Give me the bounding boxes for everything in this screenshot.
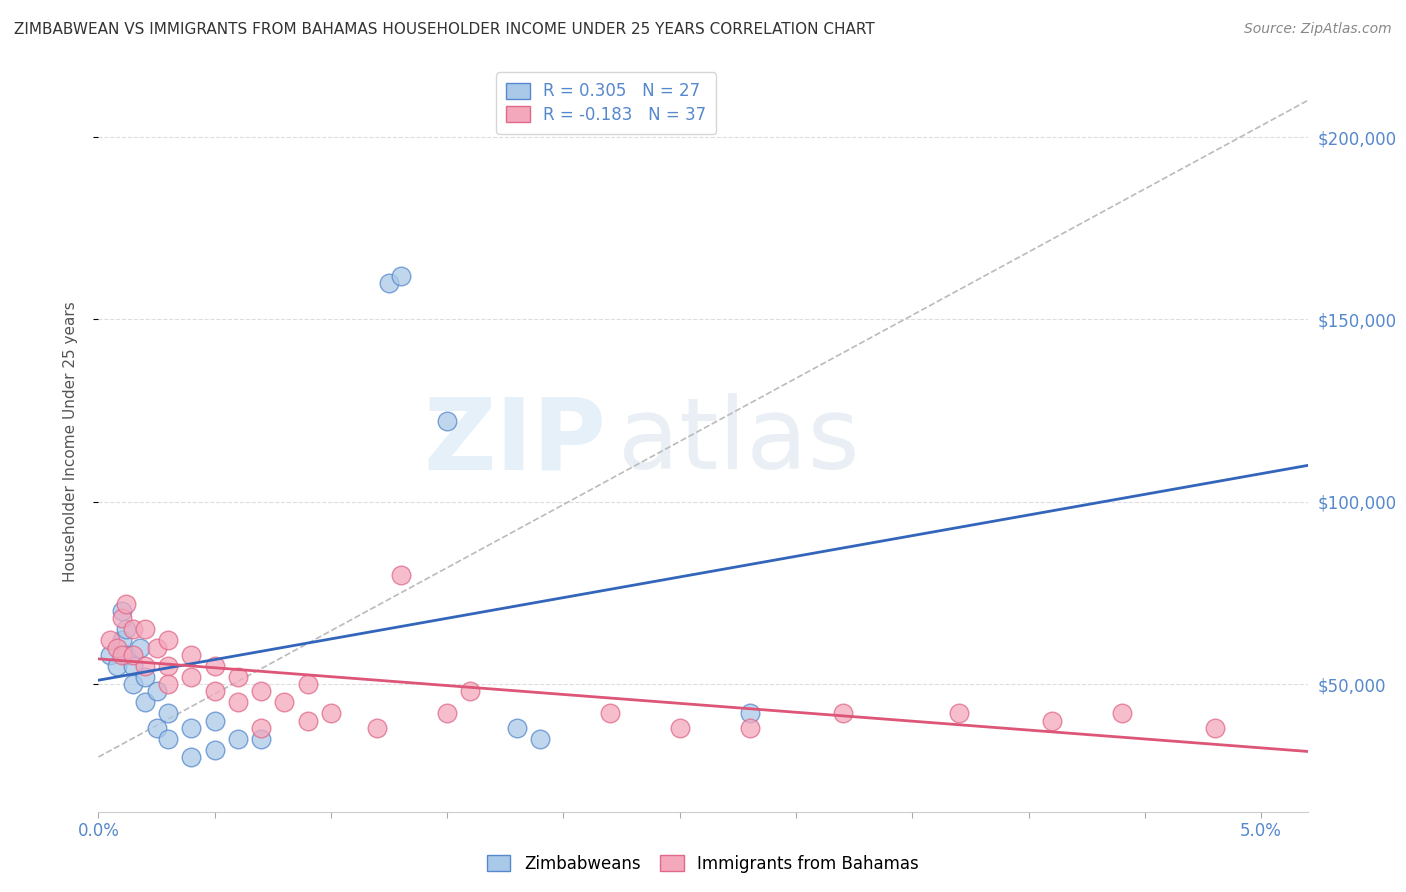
Point: [157, 706, 180, 721]
Point: [460, 684, 482, 698]
Point: [1040, 714, 1063, 728]
Legend: R = 0.305   N = 27, R = -0.183   N = 37: R = 0.305 N = 27, R = -0.183 N = 37: [496, 72, 716, 134]
Point: [273, 695, 295, 709]
Point: [1111, 706, 1133, 721]
Point: [98, 648, 121, 662]
Point: [204, 658, 226, 673]
Point: [204, 742, 226, 756]
Point: [105, 658, 128, 673]
Point: [831, 706, 853, 721]
Point: [506, 721, 529, 735]
Text: ZIMBABWEAN VS IMMIGRANTS FROM BAHAMAS HOUSEHOLDER INCOME UNDER 25 YEARS CORRELAT: ZIMBABWEAN VS IMMIGRANTS FROM BAHAMAS HO…: [14, 22, 875, 37]
Text: atlas: atlas: [619, 393, 860, 490]
Point: [157, 658, 180, 673]
Point: [250, 684, 273, 698]
Point: [204, 714, 226, 728]
Point: [122, 677, 145, 691]
Y-axis label: Householder Income Under 25 years: Householder Income Under 25 years: [63, 301, 77, 582]
Point: [111, 611, 134, 625]
Legend: Zimbabweans, Immigrants from Bahamas: Zimbabweans, Immigrants from Bahamas: [481, 848, 925, 880]
Point: [738, 706, 761, 721]
Point: [145, 721, 167, 735]
Point: [250, 731, 273, 746]
Point: [226, 731, 249, 746]
Point: [297, 714, 319, 728]
Point: [122, 658, 145, 673]
Point: [105, 640, 128, 655]
Point: [297, 677, 319, 691]
Point: [668, 721, 690, 735]
Point: [1204, 721, 1226, 735]
Point: [436, 706, 458, 721]
Point: [389, 268, 412, 283]
Point: [157, 677, 180, 691]
Point: [157, 731, 180, 746]
Point: [180, 670, 202, 684]
Point: [226, 670, 249, 684]
Point: [115, 597, 138, 611]
Point: [180, 648, 202, 662]
Point: [111, 604, 134, 618]
Point: [599, 706, 621, 721]
Text: Source: ZipAtlas.com: Source: ZipAtlas.com: [1244, 22, 1392, 37]
Point: [134, 658, 156, 673]
Point: [180, 750, 202, 764]
Point: [319, 706, 342, 721]
Point: [389, 567, 412, 582]
Point: [115, 623, 138, 637]
Point: [115, 648, 138, 662]
Point: [145, 640, 167, 655]
Point: [226, 695, 249, 709]
Point: [180, 721, 202, 735]
Point: [111, 633, 134, 648]
Point: [948, 706, 970, 721]
Point: [738, 721, 761, 735]
Point: [145, 684, 167, 698]
Point: [122, 623, 145, 637]
Point: [204, 684, 226, 698]
Point: [378, 276, 401, 290]
Point: [98, 633, 121, 648]
Point: [157, 633, 180, 648]
Point: [134, 623, 156, 637]
Text: ZIP: ZIP: [423, 393, 606, 490]
Point: [129, 640, 152, 655]
Point: [134, 695, 156, 709]
Point: [366, 721, 388, 735]
Point: [122, 648, 145, 662]
Point: [529, 731, 551, 746]
Point: [111, 648, 134, 662]
Point: [250, 721, 273, 735]
Point: [436, 415, 458, 429]
Point: [134, 670, 156, 684]
